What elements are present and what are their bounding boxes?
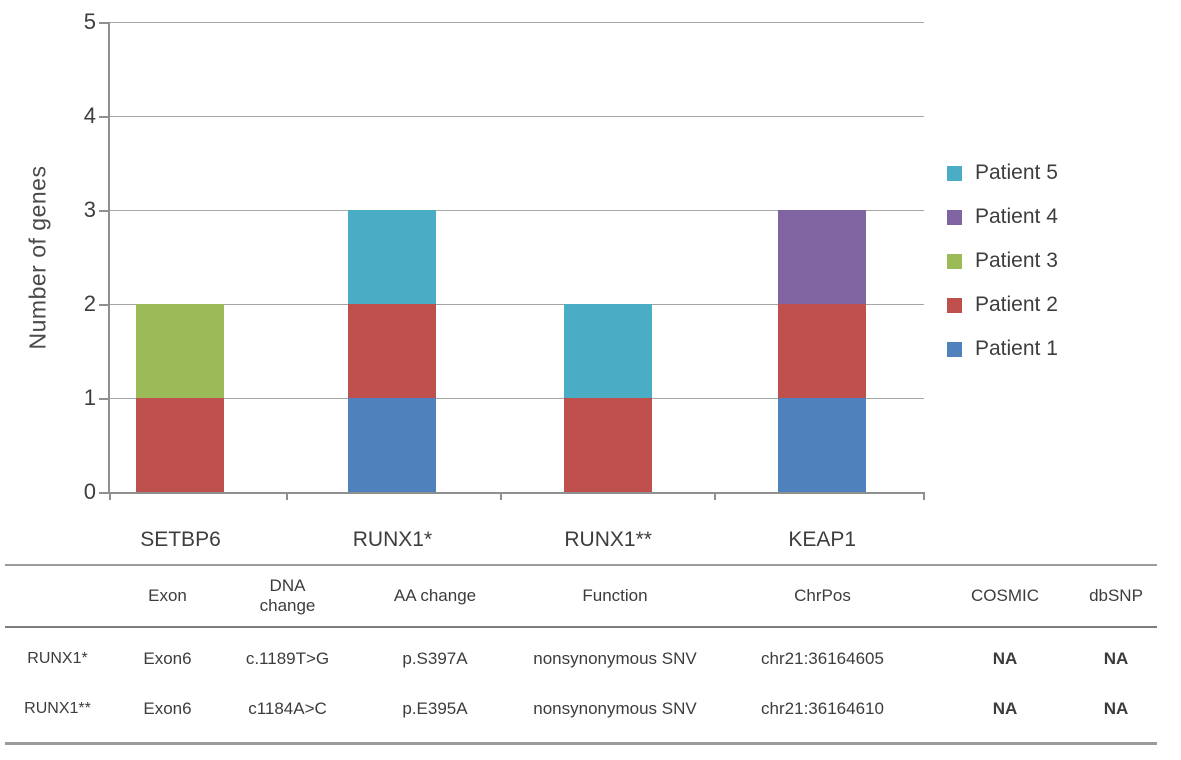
legend-label: Patient 2 bbox=[975, 293, 1058, 316]
bar-segment-patient-1 bbox=[348, 398, 437, 492]
legend-item: Patient 4 bbox=[947, 195, 1058, 239]
legend-item: Patient 1 bbox=[947, 327, 1058, 371]
x-category-label: KEAP1 bbox=[788, 528, 857, 551]
column-header: Exon bbox=[110, 586, 225, 606]
y-tick-label: 4 bbox=[83, 103, 96, 128]
x-tick-mark bbox=[285, 492, 288, 500]
stacked-bar-chart: Number of genes 0 1 2 3 4 5 SETBP6 RUNX1* RUNX1*… bbox=[24, 9, 1058, 551]
y-tick-mark bbox=[99, 22, 108, 24]
bar-segment-patient-1 bbox=[778, 398, 867, 492]
column-header-text: Function bbox=[582, 586, 648, 606]
bar-segment-patient-5 bbox=[348, 210, 437, 304]
table-row: RUNX1** Exon6 c1184A>C p.E395A nonsynonymous… bbox=[5, 684, 1157, 734]
legend-swatch-icon bbox=[947, 209, 962, 225]
table-cell: NA bbox=[992, 699, 1018, 718]
x-tick-mark bbox=[109, 492, 111, 500]
table-cell: p.E395A bbox=[402, 699, 468, 718]
table-row: RUNX1* Exon6 c.1189T>G p.S397A nonsynonymous… bbox=[5, 634, 1157, 684]
legend-swatch-icon bbox=[947, 165, 962, 181]
table-cell: NA bbox=[1103, 649, 1129, 668]
column-header-text: COSMIC bbox=[971, 586, 1039, 606]
table-cell: p.S397A bbox=[402, 649, 468, 668]
x-tick-mark bbox=[713, 492, 716, 500]
legend-item: Patient 5 bbox=[947, 151, 1058, 195]
gridline bbox=[110, 398, 924, 399]
y-tick-label: 3 bbox=[83, 197, 96, 222]
legend-swatch-icon bbox=[947, 341, 962, 357]
bar-segment-patient-3 bbox=[136, 304, 225, 398]
bar-segment-patient-5 bbox=[564, 304, 653, 398]
legend-item: Patient 2 bbox=[947, 283, 1058, 327]
table-cell: chr21:36164605 bbox=[761, 649, 884, 668]
gridline bbox=[110, 210, 924, 211]
y-tick-mark bbox=[99, 398, 108, 400]
chart-legend: Patient 5 Patient 4 Patient 3 Patient 2 Pati… bbox=[947, 151, 1058, 371]
table-cell: nonsynonymous SNV bbox=[533, 649, 697, 668]
y-tick-mark bbox=[99, 492, 108, 494]
table-cell: NA bbox=[1103, 699, 1129, 718]
y-axis-title: Number of genes bbox=[24, 165, 51, 350]
row-label: RUNX1** bbox=[24, 700, 91, 717]
bar-segment-patient-2 bbox=[778, 304, 867, 398]
legend-swatch-icon bbox=[947, 297, 962, 313]
bar-segment-patient-2 bbox=[136, 398, 225, 492]
gridline bbox=[110, 304, 924, 305]
plot-area: 0 1 2 3 4 5 SETBP6 RUNX1* RUNX1** KEAP1 bbox=[84, 9, 925, 551]
legend-label: Patient 3 bbox=[975, 249, 1058, 272]
bar-segment-patient-2 bbox=[348, 304, 437, 398]
column-header: AA change bbox=[350, 586, 520, 606]
column-header: Function bbox=[520, 586, 710, 606]
column-header-text: dbSNP bbox=[1089, 586, 1143, 606]
column-header-text: Exon bbox=[148, 586, 187, 606]
table-cell: nonsynonymous SNV bbox=[533, 699, 697, 718]
column-header-text: AA change bbox=[393, 586, 477, 606]
table-cell: c.1189T>G bbox=[245, 649, 330, 668]
table-cell: Exon6 bbox=[143, 699, 192, 718]
column-header-text: ChrPos bbox=[794, 586, 851, 606]
bar-segment-patient-4 bbox=[778, 210, 867, 304]
column-header: ChrPos bbox=[710, 586, 935, 606]
bar-segment-patient-2 bbox=[564, 398, 653, 492]
column-header: dbSNP bbox=[1075, 586, 1157, 606]
row-label: RUNX1* bbox=[27, 650, 88, 667]
table-body: RUNX1* Exon6 c.1189T>G p.S397A nonsynonymous… bbox=[5, 628, 1157, 745]
table-cell: c1184A>C bbox=[248, 699, 327, 718]
gridline bbox=[110, 22, 924, 23]
column-header-text: DNA change bbox=[259, 576, 316, 615]
y-tick-label: 0 bbox=[83, 479, 96, 504]
legend-label: Patient 1 bbox=[975, 337, 1058, 360]
x-category-label: RUNX1** bbox=[564, 528, 652, 551]
column-header: COSMIC bbox=[935, 586, 1075, 606]
y-tick-label: 1 bbox=[83, 385, 96, 410]
x-tick-mark bbox=[499, 492, 502, 500]
legend-label: Patient 5 bbox=[975, 161, 1058, 184]
table-cell: chr21:36164610 bbox=[761, 699, 884, 718]
column-header: DNA change bbox=[225, 576, 350, 615]
legend-item: Patient 3 bbox=[947, 239, 1058, 283]
y-tick-label: 2 bbox=[83, 291, 96, 316]
x-tick-mark bbox=[923, 492, 925, 500]
table-cell: Exon6 bbox=[143, 649, 192, 668]
y-tick-label: 5 bbox=[83, 9, 96, 34]
x-category-label: SETBP6 bbox=[140, 528, 221, 551]
gridline bbox=[110, 116, 924, 117]
y-tick-mark bbox=[99, 304, 108, 306]
column-header bbox=[5, 586, 110, 606]
legend-swatch-icon bbox=[947, 253, 962, 269]
mutation-table: Exon DNA change AA change Function ChrPos COS… bbox=[5, 564, 1157, 745]
y-tick-mark bbox=[99, 210, 108, 212]
y-tick-mark bbox=[99, 116, 108, 118]
table-header-row: Exon DNA change AA change Function ChrPos COS… bbox=[5, 564, 1157, 628]
legend-label: Patient 4 bbox=[975, 205, 1058, 228]
x-category-label: RUNX1* bbox=[352, 528, 433, 551]
table-cell: NA bbox=[992, 649, 1018, 668]
